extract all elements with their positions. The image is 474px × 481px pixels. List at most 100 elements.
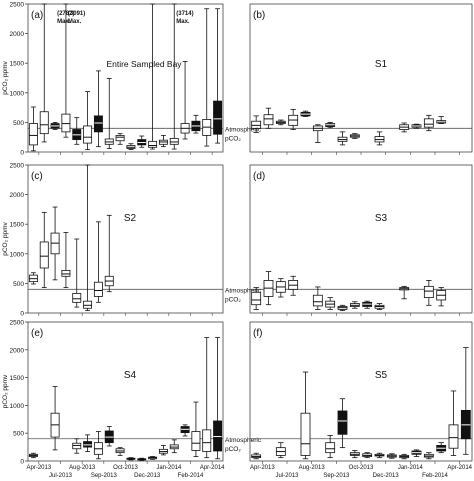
- box-9: [362, 300, 373, 309]
- box-4: [325, 435, 336, 459]
- box-1: [28, 452, 38, 459]
- box-13: [436, 287, 447, 307]
- x-tick-label: Jul-2013: [275, 473, 299, 479]
- box-iqr: [213, 100, 223, 135]
- box-5: [312, 286, 323, 310]
- box-iqr: [61, 269, 71, 277]
- y-tick-label: 0: [20, 459, 24, 466]
- box-iqr: [169, 137, 179, 145]
- x-tick-label: Oct-2013: [113, 465, 138, 471]
- box-1: [251, 115, 262, 133]
- box-1: [28, 106, 38, 152]
- box-iqr: [251, 120, 262, 129]
- box-iqr: [28, 123, 38, 146]
- y-tick-label: 1000: [10, 90, 25, 97]
- max-annotation: (3091): [68, 11, 85, 17]
- panel-a: 0 500 1000 1500 2000 2500 pCO₂ ppmv (a) Entire S…: [2, 2, 224, 157]
- box-11: [399, 122, 410, 133]
- x-tick-label: Aug-2013: [69, 465, 96, 471]
- x-tick-label: Apr-2014: [447, 465, 472, 471]
- box-10: [148, 456, 158, 460]
- box-iqr: [39, 111, 49, 135]
- atmospheric-label-unit: pCO₂: [225, 446, 241, 453]
- x-tick-label: Oct-2013: [349, 465, 374, 471]
- box-2: [39, 3, 49, 143]
- y-tick-label: 2000: [10, 192, 25, 199]
- panel-letter: (e): [31, 328, 43, 339]
- panel-letter: (a): [31, 10, 43, 21]
- box-14: [169, 3, 179, 150]
- x-tick-label: Dec-2013: [134, 473, 161, 479]
- panel-letter: (c): [31, 171, 43, 182]
- box-9: [386, 453, 397, 459]
- box-6: [349, 450, 360, 459]
- box-iqr: [312, 294, 323, 307]
- box-iqr: [83, 441, 93, 448]
- box-17: [202, 8, 212, 147]
- box-9: [349, 133, 360, 139]
- x-tick-label: Jan-2014: [398, 465, 424, 471]
- atmospheric-label: Atmospheric: [225, 437, 262, 444]
- x-tick-label: Apr-2013: [26, 465, 51, 471]
- plot-frame: [249, 3, 473, 153]
- box-13: [158, 135, 168, 148]
- box-4: [288, 275, 299, 296]
- box-5: [93, 431, 103, 460]
- x-tick-label: Aug-2013: [299, 465, 326, 471]
- box-7: [93, 221, 103, 303]
- box-7: [362, 452, 373, 459]
- box-4: [288, 108, 299, 130]
- box-11: [137, 135, 147, 148]
- box-14: [436, 116, 447, 124]
- box-7: [337, 304, 348, 312]
- box-4: [61, 232, 71, 288]
- box-iqr: [83, 125, 93, 144]
- panel-b: (b) S1: [249, 3, 473, 155]
- panel-letter: (f): [253, 328, 262, 339]
- box-9: [137, 457, 147, 461]
- panel-c: 0 500 1000 1500 2000 2500 pCO₂ ppmv (c) S2: [2, 163, 224, 318]
- box-iqr: [213, 420, 223, 452]
- atmospheric-label: Atmospheric: [225, 287, 262, 294]
- box-14: [191, 401, 201, 457]
- box-7: [115, 447, 125, 456]
- max-annotation: (3714): [176, 11, 193, 17]
- y-tick-label: 1500: [10, 61, 25, 68]
- panel-title: S4: [124, 370, 137, 381]
- box-3: [300, 371, 311, 460]
- box-1: [251, 452, 262, 460]
- box-5: [72, 117, 82, 145]
- box-iqr: [72, 442, 82, 450]
- max-annotation-label: Max.: [68, 19, 82, 25]
- box-3: [275, 119, 286, 126]
- box-iqr: [423, 118, 434, 128]
- y-tick-label: 0: [20, 150, 24, 157]
- y-axis-label: pCO₂ ppmv: [2, 221, 9, 255]
- box-10: [126, 143, 136, 151]
- box-6: [83, 91, 93, 151]
- max-annotation-label: Max.: [57, 19, 71, 25]
- box-10: [399, 453, 410, 460]
- box-16: [191, 114, 201, 134]
- box-3: [275, 278, 286, 298]
- y-tick-label: 2500: [10, 163, 25, 170]
- box-11: [158, 445, 168, 456]
- box-8: [104, 214, 114, 293]
- box-10: [374, 303, 385, 310]
- panel-d: (d) S3: [249, 164, 473, 316]
- box-2: [275, 442, 286, 459]
- max-annotation: (2782): [57, 11, 74, 17]
- box-iqr: [423, 285, 434, 299]
- box-iqr: [148, 140, 158, 148]
- y-tick-label: 1500: [10, 222, 25, 229]
- box-iqr: [115, 135, 125, 142]
- panel-title: Entire Sampled Bay: [106, 59, 182, 69]
- box-10: [374, 131, 385, 146]
- box-11: [399, 285, 410, 300]
- box-8: [374, 452, 385, 459]
- box-7: [93, 70, 103, 148]
- box-iqr: [83, 300, 93, 309]
- box-3: [50, 206, 60, 281]
- x-tick-label: Jul-2013: [49, 473, 73, 479]
